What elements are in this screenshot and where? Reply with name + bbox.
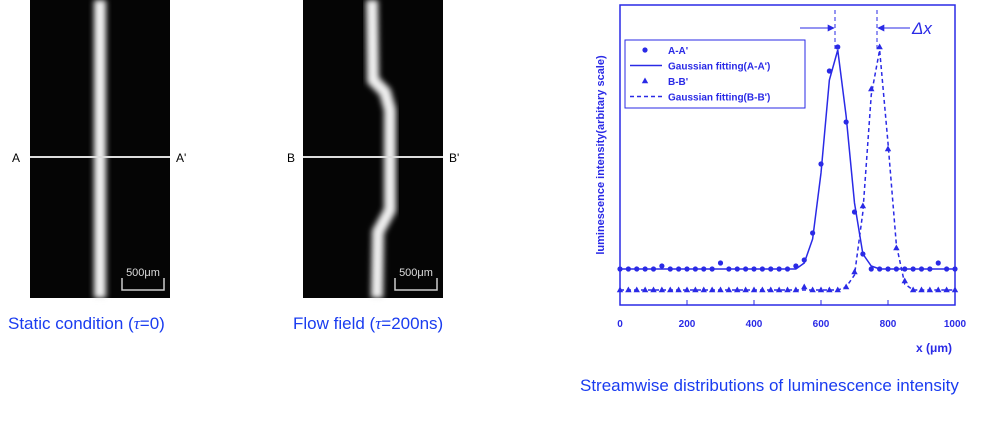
annotation: Δx <box>911 19 932 38</box>
section-label: A' <box>176 151 186 165</box>
caption-part: =200ns) <box>381 314 443 333</box>
x-tick-label: 1000 <box>944 319 967 330</box>
caption-part: Static condition ( <box>8 314 134 333</box>
x-tick-label: 800 <box>880 319 897 330</box>
x-axis-label: x (μm) <box>916 341 952 355</box>
x-tick-label: 0 <box>617 319 623 330</box>
x-tick-label: 200 <box>679 319 696 330</box>
legend-label: A-A' <box>668 46 688 57</box>
figure: A A' 500μm Static condition (τ=0) B B' 5… <box>0 0 1000 432</box>
data-point <box>936 260 941 265</box>
legend-label: Gaussian fitting(A-A') <box>668 62 770 73</box>
section-label: A <box>12 151 20 165</box>
caption: Static condition (τ=0) <box>8 314 165 333</box>
legend-symbol <box>642 47 647 52</box>
caption-part: Flow field ( <box>293 314 376 333</box>
data-point <box>952 287 958 293</box>
data-point <box>801 284 807 290</box>
legend-label: Gaussian fitting(B-B') <box>668 93 770 104</box>
data-point <box>659 263 664 268</box>
scale-label: 500μm <box>399 267 433 279</box>
chart-caption: Streamwise distributions of luminescence… <box>580 375 995 397</box>
data-point <box>835 44 840 49</box>
scale-label: 500μm <box>126 267 160 279</box>
y-axis-label: luminescence intensity(arbitary scale) <box>595 55 607 255</box>
caption-part: =0) <box>140 314 165 333</box>
data-point <box>718 260 723 265</box>
legend-label: B-B' <box>668 77 688 88</box>
data-point <box>868 86 874 92</box>
section-label: B <box>287 151 295 165</box>
caption: Flow field (τ=200ns) <box>293 314 443 333</box>
stream-line <box>94 0 106 298</box>
section-label: B' <box>449 151 459 165</box>
x-tick-label: 400 <box>746 319 763 330</box>
x-tick-label: 600 <box>813 319 830 330</box>
page: {"panels": [ {"label_left": "A", "label_… <box>0 0 1000 432</box>
